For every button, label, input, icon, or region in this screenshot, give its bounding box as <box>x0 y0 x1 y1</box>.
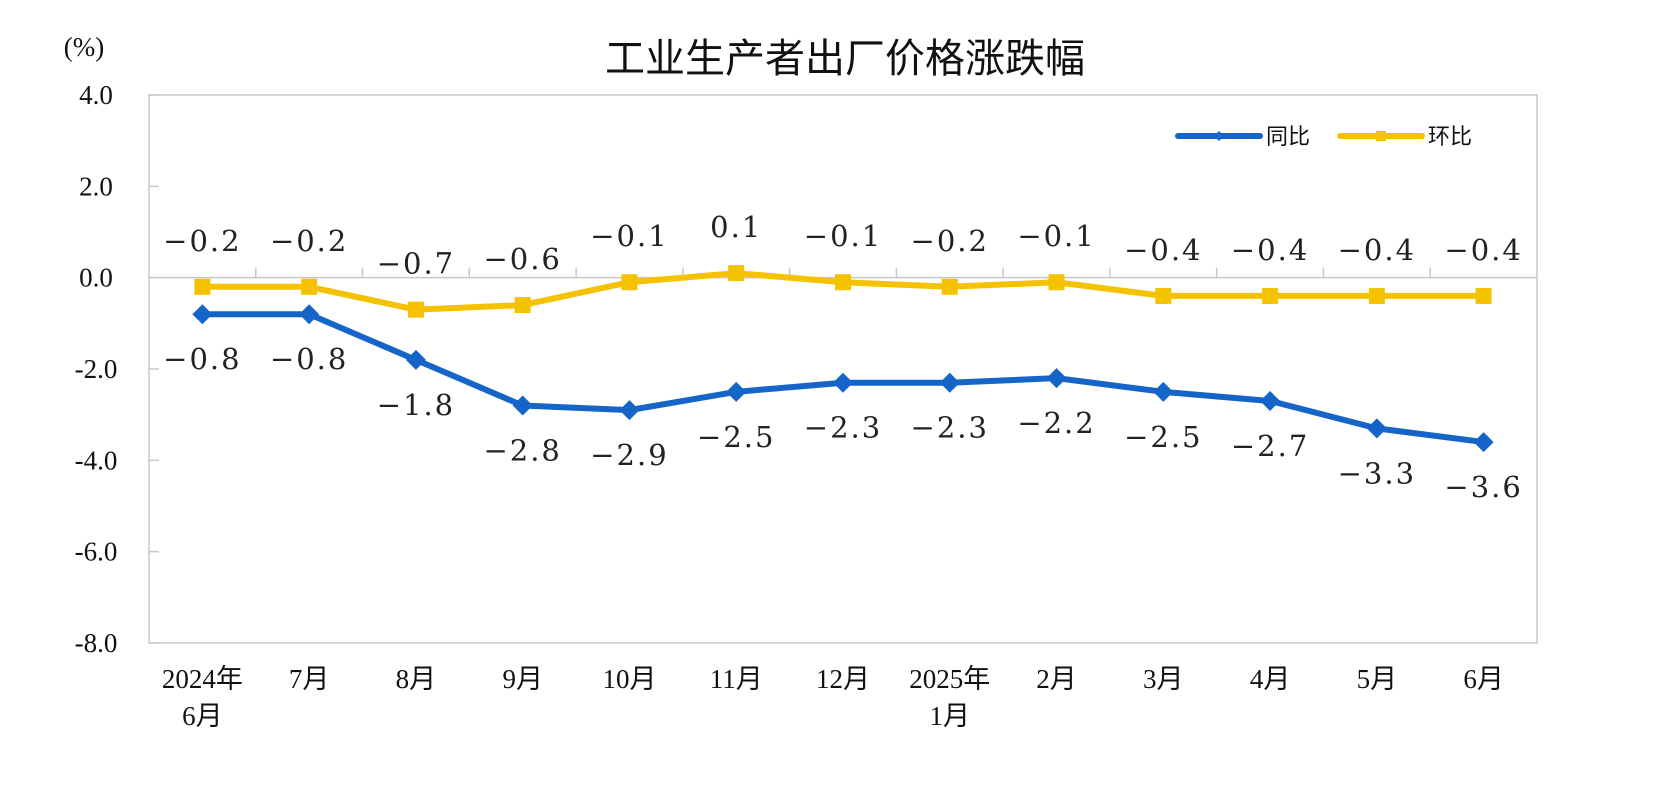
data-point <box>728 265 745 282</box>
data-point <box>299 304 320 325</box>
legend-marker <box>1214 131 1224 141</box>
data-point <box>1155 287 1172 304</box>
data-point <box>194 278 211 295</box>
data-point <box>512 395 533 416</box>
data-point <box>514 297 531 314</box>
data-point <box>941 278 958 295</box>
y-tick-label: -6.0 <box>75 537 118 567</box>
x-tick-label: 1月 <box>930 701 971 731</box>
data-point <box>405 349 426 370</box>
data-point <box>301 278 318 295</box>
data-label: −2.5 <box>1124 420 1202 454</box>
x-tick-label: 9月 <box>502 664 543 694</box>
data-point <box>835 274 851 291</box>
x-tick-label: 4月 <box>1250 664 1291 694</box>
y-tick-label: -4.0 <box>75 445 118 475</box>
x-tick-label: 3月 <box>1143 664 1184 694</box>
data-point <box>939 372 960 393</box>
data-label: −0.6 <box>483 242 561 276</box>
x-tick-label: 10月 <box>602 664 656 694</box>
y-tick-label: 4.0 <box>79 80 113 110</box>
data-label: −0.1 <box>590 219 668 253</box>
x-tick-label: 12月 <box>816 664 870 694</box>
plot-area <box>148 94 1538 644</box>
data-point <box>621 274 638 291</box>
data-label: −0.7 <box>377 247 455 281</box>
data-point <box>1262 287 1279 304</box>
y-tick-label: -8.0 <box>75 628 118 658</box>
data-label: −0.1 <box>804 219 882 253</box>
x-tick-label: 6月 <box>182 701 223 731</box>
data-label: −2.9 <box>590 438 668 472</box>
legend-marker <box>1376 131 1386 141</box>
data-label: −2.2 <box>1017 406 1095 440</box>
y-tick-label: -2.0 <box>75 354 118 384</box>
y-axis-unit: (%) <box>64 32 104 62</box>
data-point <box>1475 287 1492 304</box>
data-label: −3.6 <box>1444 470 1522 504</box>
data-label: −0.1 <box>1017 219 1095 253</box>
x-tick-label: 7月 <box>289 664 330 694</box>
data-label: −0.2 <box>270 224 348 258</box>
data-point <box>1260 390 1281 411</box>
data-label: −0.8 <box>163 342 241 376</box>
data-point <box>1368 287 1385 304</box>
data-label: −0.8 <box>270 342 348 376</box>
data-label: −0.4 <box>1444 233 1522 267</box>
data-point <box>407 301 424 318</box>
data-label: −2.3 <box>911 411 989 445</box>
legend-label: 同比 <box>1266 125 1310 150</box>
data-label: −3.3 <box>1338 456 1416 490</box>
x-tick-label: 2月 <box>1036 664 1077 694</box>
data-point <box>726 381 747 402</box>
data-label: −2.7 <box>1231 429 1309 463</box>
x-tick-label: 2024年 <box>162 664 243 694</box>
x-tick-label: 5月 <box>1357 664 1398 694</box>
data-point <box>1046 368 1067 389</box>
data-label: −2.8 <box>483 434 561 468</box>
data-label: −0.2 <box>911 224 989 258</box>
data-point <box>1153 381 1174 402</box>
data-label: −2.5 <box>697 420 775 454</box>
data-label: 0.1 <box>710 210 762 244</box>
data-label: −0.4 <box>1124 233 1202 267</box>
data-point <box>619 400 640 421</box>
data-label: −1.8 <box>377 388 455 422</box>
data-label: −0.2 <box>163 224 241 258</box>
data-label: −0.4 <box>1338 233 1416 267</box>
y-tick-label: 0.0 <box>79 263 113 293</box>
legend-label: 环比 <box>1428 125 1472 150</box>
x-tick-label: 2025年 <box>909 664 990 694</box>
x-tick-label: 8月 <box>396 664 437 694</box>
legend: 同比 环比 <box>1175 125 1472 150</box>
chart-title: 工业生产者出厂价格涨跌幅 <box>605 36 1085 82</box>
x-tick-label: 6月 <box>1463 664 1504 694</box>
data-label: −2.3 <box>804 411 882 445</box>
x-tick-label: 11月 <box>710 664 763 694</box>
data-point <box>1473 432 1494 453</box>
data-point <box>833 372 853 393</box>
data-point <box>192 304 213 325</box>
data-point <box>1366 418 1387 439</box>
y-tick-label: 2.0 <box>79 171 113 201</box>
data-point <box>1048 274 1065 291</box>
data-label: −0.4 <box>1231 233 1309 267</box>
